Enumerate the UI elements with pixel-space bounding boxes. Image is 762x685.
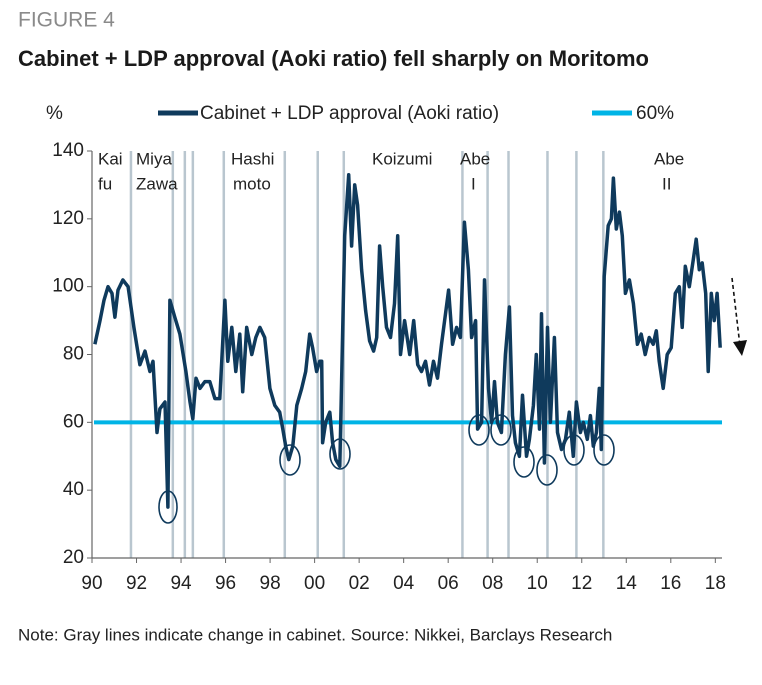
x-tick-label: 90 xyxy=(81,573,102,594)
cabinet-lines xyxy=(129,151,605,558)
figure-label: FIGURE 4 xyxy=(18,9,115,32)
x-tick-label: 96 xyxy=(215,573,236,594)
plot: 20 40 60 80 100 120 140 90 92 94 96 98 00 02 04 06 08 10 1… xyxy=(52,140,726,594)
x-tick-label: 00 xyxy=(304,573,325,594)
trend-arrow xyxy=(731,277,741,347)
y-tick-label: 140 xyxy=(52,140,84,161)
era-label: Zawa xyxy=(136,174,178,193)
circle xyxy=(513,446,535,478)
circle xyxy=(279,444,301,476)
x-tick-label: 98 xyxy=(260,573,281,594)
era-label: I xyxy=(471,174,476,193)
x-tick-label: 12 xyxy=(571,573,592,594)
era-label: fu xyxy=(98,174,112,193)
x-tick-label: 92 xyxy=(126,573,147,594)
era-label: Hashi xyxy=(231,149,274,168)
highlight-circles xyxy=(158,414,615,524)
eras: Kai fu Miya Zawa Hashi moto Koizumi Abe … xyxy=(98,149,684,193)
x-tick-label: 06 xyxy=(438,573,459,594)
era-label: II xyxy=(662,174,671,193)
era-label: Abe xyxy=(460,149,490,168)
legend-label: 60% xyxy=(636,103,674,124)
chart-title: Cabinet + LDP approval (Aoki ratio) fell… xyxy=(18,46,649,71)
era-label: moto xyxy=(233,174,271,193)
era-label: Koizumi xyxy=(372,149,432,168)
y-tick-label: 40 xyxy=(63,479,84,500)
arrow-head xyxy=(733,340,747,356)
x-tick-label: 16 xyxy=(660,573,681,594)
y-tick-label: 20 xyxy=(63,547,84,568)
y-tick-label: 120 xyxy=(52,208,84,229)
x-tick-label: 94 xyxy=(170,573,192,594)
circle xyxy=(158,490,178,524)
y-axis-label: % xyxy=(46,103,63,124)
circle xyxy=(563,434,585,466)
circle xyxy=(593,434,615,466)
x-tick-label: 14 xyxy=(616,573,638,594)
y-tick-label: 60 xyxy=(63,411,84,432)
legend-label: Cabinet + LDP approval (Aoki ratio) xyxy=(200,103,499,124)
x-tick-label: 02 xyxy=(349,573,370,594)
circle xyxy=(536,454,558,486)
x-tick-label: 18 xyxy=(705,573,726,594)
x-tick-label: 04 xyxy=(393,573,415,594)
x-tick-label: 10 xyxy=(527,573,548,594)
circle xyxy=(329,438,351,470)
era-label: Kai xyxy=(98,149,123,168)
note: Note: Gray lines indicate change in cabi… xyxy=(18,625,612,644)
x-tick-label: 08 xyxy=(482,573,503,594)
y-tick-label: 80 xyxy=(63,344,84,365)
series-line xyxy=(93,172,722,509)
circle xyxy=(490,414,512,446)
circle xyxy=(468,414,490,446)
era-label: Miya xyxy=(136,149,172,168)
y-tick-label: 100 xyxy=(52,276,84,297)
era-label: Abe xyxy=(654,149,684,168)
